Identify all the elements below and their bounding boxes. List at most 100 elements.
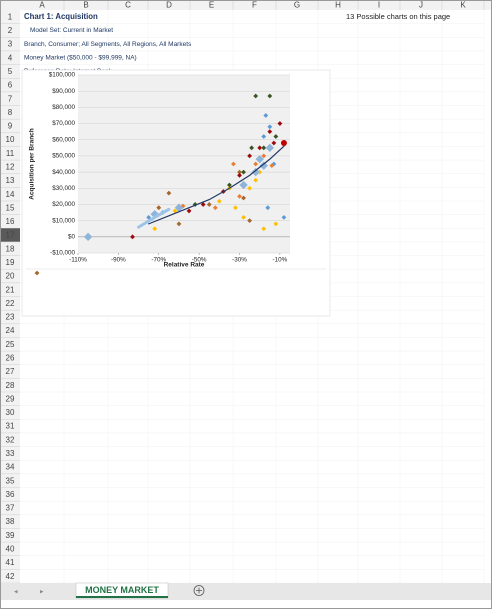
scatter-point bbox=[249, 145, 255, 151]
row-header: 23 bbox=[6, 313, 15, 322]
scatter-point bbox=[255, 154, 264, 164]
scatter-point bbox=[237, 193, 242, 199]
scatter-point bbox=[212, 205, 218, 211]
y-tick-label: $40,000 bbox=[52, 169, 75, 176]
scatter-point bbox=[265, 205, 271, 211]
row-header: 32 bbox=[6, 435, 15, 444]
scatter-point bbox=[261, 153, 267, 159]
column-header: B bbox=[83, 1, 88, 10]
scatter-point bbox=[237, 169, 242, 175]
scatter-point bbox=[267, 93, 273, 99]
row-header: 11 bbox=[6, 149, 15, 158]
scatter-point bbox=[180, 203, 186, 209]
charts: Chart 1: Acquisition Model Set: Current i… bbox=[21, 12, 331, 317]
selected-row-header bbox=[0, 228, 20, 242]
x-tick-label: -90% bbox=[111, 257, 126, 264]
scatter-point bbox=[237, 172, 242, 178]
row-header: 40 bbox=[6, 545, 15, 554]
current-position-marker bbox=[280, 139, 287, 146]
scatter-point bbox=[172, 208, 178, 214]
row-header: 1 bbox=[8, 12, 13, 21]
legend-swatch bbox=[34, 270, 40, 276]
scroll-left[interactable]: ◂ bbox=[14, 588, 18, 595]
scatter-point bbox=[241, 195, 246, 201]
y-tick-label: $0 bbox=[68, 233, 76, 240]
row-header: 33 bbox=[6, 449, 15, 458]
scatter-point bbox=[130, 234, 135, 240]
scatter-point bbox=[241, 169, 246, 175]
row-header: 12 bbox=[6, 163, 15, 172]
row-header: 17 bbox=[6, 231, 15, 240]
row-header: 37 bbox=[6, 504, 15, 513]
row-header: 26 bbox=[6, 354, 15, 363]
scatter-point bbox=[261, 134, 267, 139]
row-header: 35 bbox=[6, 476, 15, 485]
scatter-point bbox=[273, 221, 279, 227]
y-tick-label: $100,000 bbox=[49, 72, 76, 79]
row-header: 30 bbox=[6, 408, 15, 417]
row-header-bar bbox=[0, 0, 20, 583]
scatter-point bbox=[192, 202, 198, 207]
scatter-point bbox=[267, 124, 273, 130]
scatter-point bbox=[227, 182, 232, 188]
row-header: 39 bbox=[6, 531, 15, 540]
column-header: E bbox=[209, 1, 214, 10]
y-axis-title: Acquisition per Branch bbox=[29, 128, 36, 200]
scatter-point bbox=[156, 205, 162, 211]
y-tick-label: $90,000 bbox=[52, 88, 75, 95]
chart-title: Chart 1: Acquisition bbox=[24, 12, 98, 21]
row-header: 38 bbox=[6, 517, 15, 526]
scatter-point bbox=[247, 185, 253, 191]
scatter-point bbox=[166, 190, 172, 196]
row-header: 31 bbox=[6, 422, 15, 431]
row-header: 15 bbox=[6, 203, 15, 212]
row-header: 7 bbox=[8, 94, 13, 103]
row-header: 24 bbox=[6, 326, 15, 335]
scatter-point bbox=[257, 145, 263, 151]
scatter-point bbox=[273, 134, 279, 139]
sheet-tab-label[interactable]: MONEY MARKET bbox=[85, 585, 159, 595]
chart: Chart 1: Acquisition Model Set: Current i… bbox=[21, 12, 331, 317]
column-header: F bbox=[252, 1, 257, 10]
fitted-model-line bbox=[148, 145, 285, 225]
plot-area bbox=[78, 75, 290, 253]
x-tick-label: -30% bbox=[232, 257, 247, 264]
scatter-point bbox=[174, 203, 184, 212]
scatter-point bbox=[251, 167, 260, 177]
row-header: 42 bbox=[6, 572, 15, 581]
y-tick-label: $60,000 bbox=[52, 136, 75, 143]
scatter-point bbox=[152, 226, 158, 232]
row-header: 16 bbox=[6, 217, 15, 226]
possible-charts-note: 13 Possible charts on this page bbox=[346, 12, 450, 21]
column-header: D bbox=[166, 1, 172, 10]
column-header: J bbox=[419, 1, 423, 10]
scatter-point bbox=[233, 205, 238, 211]
scroll-right[interactable]: ▸ bbox=[40, 588, 44, 595]
row-header: 10 bbox=[6, 135, 15, 144]
row-header: 3 bbox=[8, 40, 13, 49]
chart-info: Model Set: Current in Market bbox=[30, 27, 113, 34]
scatter-point bbox=[271, 140, 277, 146]
column-header: A bbox=[39, 1, 45, 10]
y-tick-label: $10,000 bbox=[52, 217, 75, 224]
row-header: 9 bbox=[8, 122, 13, 131]
row-header: 18 bbox=[6, 244, 15, 253]
chart-info: Money Market ($50,000 - $99,999, NA) bbox=[24, 54, 137, 61]
scatter-point bbox=[261, 145, 267, 151]
row-header: 8 bbox=[8, 108, 13, 117]
x-tick-label: -110% bbox=[69, 257, 87, 264]
row-header: 21 bbox=[6, 285, 15, 294]
add-sheet-button[interactable] bbox=[193, 585, 205, 596]
scatter-point bbox=[231, 161, 236, 167]
scatter-point bbox=[216, 198, 222, 204]
scatter-point bbox=[186, 208, 192, 214]
y-tick-label: $20,000 bbox=[52, 201, 75, 208]
indifference-line bbox=[137, 207, 171, 229]
scatter-point bbox=[265, 143, 275, 153]
scatter-point bbox=[83, 232, 93, 242]
x-tick-label: -10% bbox=[273, 257, 288, 264]
row-header: 20 bbox=[6, 272, 15, 281]
row-header: 25 bbox=[6, 340, 15, 349]
scatter-point bbox=[253, 93, 259, 99]
